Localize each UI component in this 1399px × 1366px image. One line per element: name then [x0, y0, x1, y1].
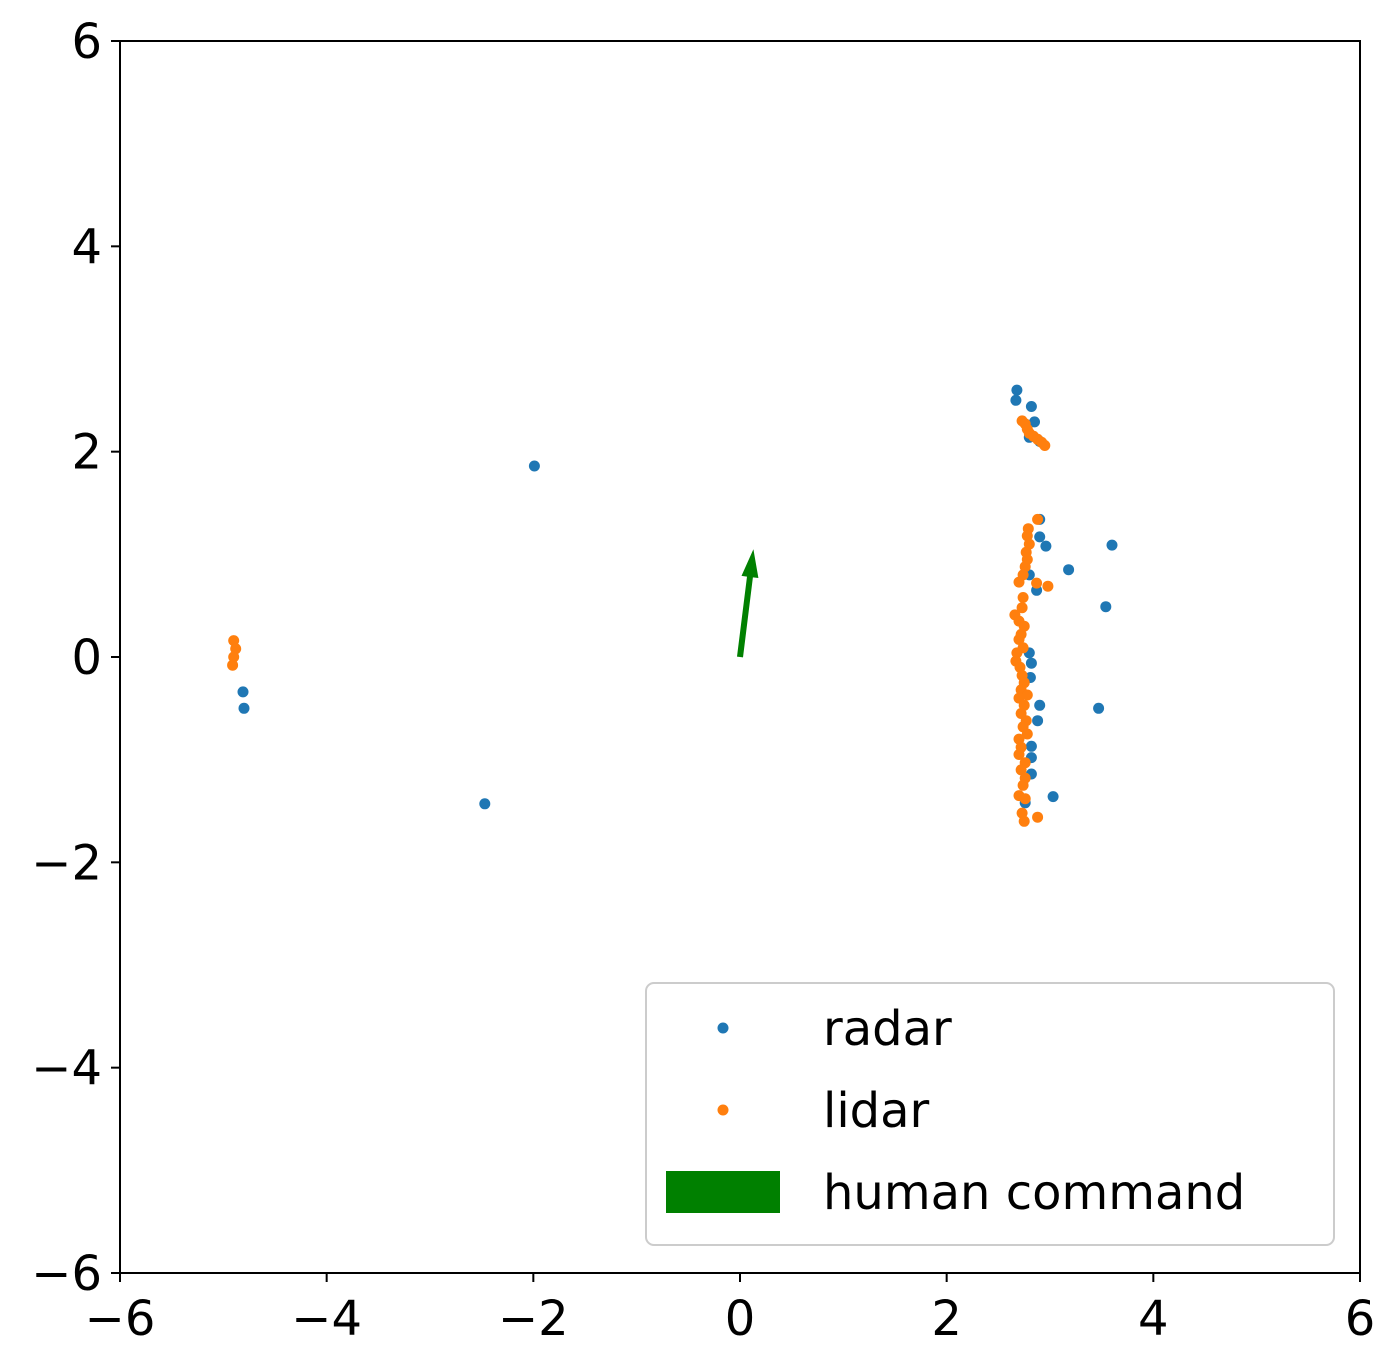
lidar-point	[1017, 779, 1029, 791]
lidar-point	[1021, 728, 1033, 740]
radar-point	[1034, 531, 1046, 543]
lidar-point	[1017, 592, 1029, 603]
legend-entry: lidar	[717, 1083, 930, 1139]
radar-point	[1047, 791, 1059, 803]
x-tick-label: 4	[1138, 1291, 1169, 1347]
legend-box	[645, 982, 1335, 1246]
x-axis: −6 −4 −2 0 2 4 6	[85, 1273, 1376, 1347]
lidar-point	[1011, 647, 1023, 659]
radar-point	[1029, 416, 1040, 428]
x-tick-label: −6	[85, 1291, 156, 1347]
legend: radar lidar human command	[645, 982, 1335, 1246]
y-tick-label: −2	[31, 835, 102, 891]
legend-label: human command	[823, 1165, 1245, 1221]
radar-point	[1032, 715, 1044, 727]
legend-marker	[717, 1022, 729, 1034]
radar-point	[1025, 657, 1037, 669]
legend-label: lidar	[823, 1083, 930, 1139]
lidar-series	[227, 415, 1054, 827]
radar-point	[1025, 740, 1037, 752]
radar-point	[1011, 384, 1023, 396]
lidar-point	[1039, 440, 1051, 451]
lidar-point	[1016, 602, 1028, 614]
legend-entry: human command	[666, 1165, 1245, 1221]
legend-marker	[717, 1104, 729, 1116]
y-tick-label: 2	[71, 425, 102, 481]
radar-point	[1040, 540, 1052, 552]
lidar-point	[1019, 793, 1031, 805]
y-tick-label: 0	[71, 630, 102, 686]
lidar-point	[1031, 577, 1043, 589]
plot-marks	[227, 384, 1118, 827]
legend-label: radar	[823, 1001, 952, 1057]
radar-point	[1106, 539, 1118, 551]
lidar-point	[1032, 811, 1044, 823]
lidar-point	[1013, 576, 1025, 588]
lidar-point	[1018, 815, 1030, 827]
legend-swatch	[666, 1171, 780, 1213]
x-tick-label: 0	[725, 1291, 756, 1347]
radar-point	[1063, 564, 1075, 576]
y-tick-label: 4	[71, 219, 102, 275]
radar-point	[1100, 601, 1112, 613]
y-axis: −6 −4 −2 0 2 4 6	[31, 14, 120, 1302]
radar-point	[479, 798, 491, 810]
lidar-point	[1021, 530, 1033, 542]
x-tick-label: −4	[291, 1291, 362, 1347]
lidar-point	[228, 635, 240, 647]
lidar-point	[227, 659, 239, 671]
legend-entry: radar	[717, 1001, 952, 1057]
radar-point	[238, 702, 250, 714]
legend-items: radar lidar human command	[666, 1001, 1245, 1221]
radar-point	[528, 460, 540, 472]
lidar-point	[228, 651, 240, 663]
y-tick-label: 6	[71, 14, 102, 70]
lidar-point	[1042, 580, 1054, 592]
y-tick-label: −6	[31, 1246, 102, 1302]
lidar-point	[1013, 749, 1025, 760]
radar-point	[237, 686, 249, 698]
x-tick-label: −2	[498, 1291, 569, 1347]
human-command-arrow	[737, 549, 759, 658]
x-tick-label: 2	[931, 1291, 962, 1347]
lidar-point	[1015, 764, 1027, 776]
lidar-point	[1032, 513, 1044, 525]
x-tick-label: 6	[1345, 1291, 1376, 1347]
lidar-point	[230, 643, 242, 655]
radar-point	[1010, 394, 1022, 406]
y-tick-label: −4	[31, 1041, 102, 1097]
radar-point	[1093, 702, 1105, 714]
radar-point	[1034, 699, 1046, 711]
lidar-point	[1021, 689, 1033, 701]
lidar-point	[1013, 634, 1025, 645]
radar-point	[1025, 401, 1037, 412]
